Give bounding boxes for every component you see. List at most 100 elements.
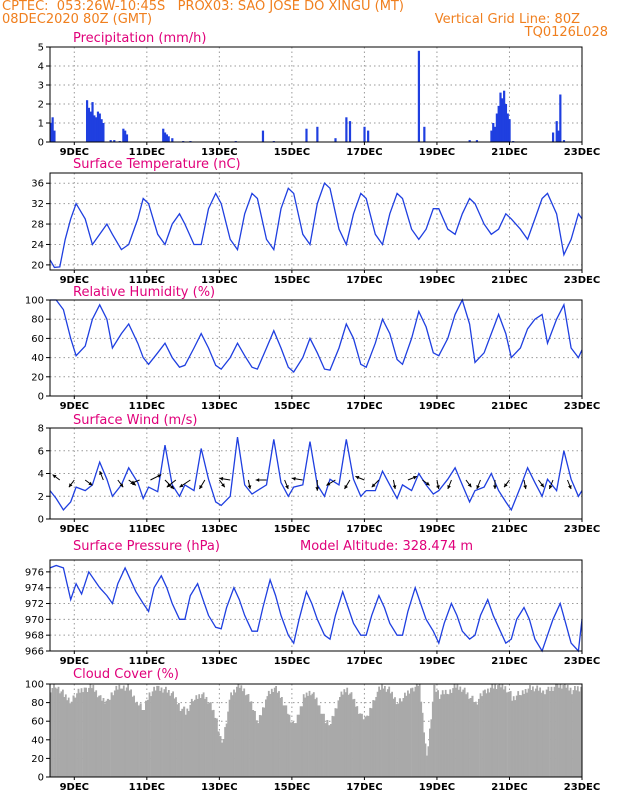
cloud-bar xyxy=(273,687,276,777)
precip-bar xyxy=(367,130,370,142)
cloud-bar xyxy=(334,708,337,777)
cloud-bar xyxy=(189,704,192,777)
cloud-bar xyxy=(258,715,261,777)
cloud-bar xyxy=(95,690,98,777)
x-tick-label: 9DEC xyxy=(60,524,89,535)
cloud-bar xyxy=(488,692,491,777)
wind-arrowhead xyxy=(292,476,296,481)
panel-frame xyxy=(49,46,583,143)
panel-title: Precipitation (mm/h) xyxy=(73,31,206,46)
x-tick-label: 9DEC xyxy=(60,147,89,158)
precip-bar xyxy=(53,130,56,142)
cloud-bar xyxy=(163,689,166,777)
cloud-bar xyxy=(318,705,321,777)
cloud-bar xyxy=(315,697,318,777)
cloud-bar xyxy=(128,690,131,777)
cloud-bar xyxy=(60,691,63,777)
cloud-bar xyxy=(565,687,568,777)
cloud-bar xyxy=(372,700,375,777)
cloud-bar xyxy=(141,710,144,777)
cloud-bar xyxy=(391,691,393,777)
x-tick-label: 21DEC xyxy=(491,275,527,286)
header-model-id: TQ0126L028 xyxy=(524,25,608,40)
cloud-bar xyxy=(452,688,454,777)
cloud-bar xyxy=(420,701,423,777)
cloud-bar xyxy=(362,719,365,777)
wind-arrowhead xyxy=(568,485,572,489)
wind-arrowhead xyxy=(476,485,480,489)
cloud-bar xyxy=(433,684,436,777)
cloud-bar xyxy=(106,698,109,777)
cloud-bar xyxy=(495,689,498,777)
cloud-bar xyxy=(455,687,457,777)
cloud-bar xyxy=(356,706,359,777)
cloud-bar xyxy=(471,695,474,777)
cloud-bar xyxy=(82,692,84,777)
cloud-bar xyxy=(67,697,70,777)
wind-arrowhead xyxy=(523,485,527,489)
cloud-bar xyxy=(414,686,417,777)
y-tick-label: 40 xyxy=(31,735,44,746)
cloud-bar xyxy=(308,690,311,777)
cloud-bar xyxy=(450,692,453,777)
cloud-bar xyxy=(278,691,280,777)
cloud-bar xyxy=(246,694,248,777)
cloud-bar xyxy=(184,714,187,777)
precip-bar xyxy=(109,140,112,142)
x-tick-label: 17DEC xyxy=(346,656,382,667)
cloud-bar xyxy=(355,706,357,777)
wind-arrowhead xyxy=(413,475,417,480)
series-line xyxy=(49,182,583,269)
cloud-bar xyxy=(51,688,54,777)
precip-bar xyxy=(95,117,98,142)
cloud-bar xyxy=(384,686,386,777)
cloud-bar xyxy=(431,701,434,777)
cloud-bar xyxy=(536,685,539,777)
cloud-bar xyxy=(469,698,472,777)
y-tick-label: 4 xyxy=(38,62,44,73)
cloud-bar xyxy=(349,693,351,777)
cloud-bar xyxy=(524,689,527,777)
cloud-bar xyxy=(131,696,134,777)
cloud-bar xyxy=(533,691,536,777)
y-tick-label: 28 xyxy=(31,220,44,231)
cloud-bar xyxy=(255,720,258,777)
cloud-bar xyxy=(482,690,485,777)
cloud-bar xyxy=(559,684,562,777)
cloud-bar xyxy=(398,698,401,777)
cloud-bar xyxy=(215,718,218,777)
precip-bar xyxy=(559,94,562,142)
cloud-bar xyxy=(219,736,222,777)
cloud-bar xyxy=(194,699,196,777)
cloud-bar xyxy=(143,710,146,777)
cloud-bar xyxy=(59,693,61,777)
cloud-bar xyxy=(181,708,184,777)
cloud-bar xyxy=(282,705,285,777)
cloud-bar xyxy=(441,690,444,777)
precip-bar xyxy=(122,128,125,142)
cloud-bar xyxy=(339,697,341,777)
header-grid-note: Vertical Grid Line: 80Z xyxy=(434,12,580,27)
cloud-bar xyxy=(179,711,182,777)
precip-bar xyxy=(89,111,92,142)
x-tick-label: 19DEC xyxy=(419,524,455,535)
y-tick-label: 1 xyxy=(38,119,44,130)
precip-bar xyxy=(163,132,167,142)
cloud-bar xyxy=(224,727,226,777)
precip-bar xyxy=(562,140,566,142)
cloud-bar xyxy=(266,696,269,777)
x-tick-label: 15DEC xyxy=(274,524,310,535)
cloud-bar xyxy=(247,694,250,777)
cloud-bar xyxy=(500,687,502,777)
cloud-bar xyxy=(505,692,508,777)
cloud-bar xyxy=(321,713,324,777)
y-tick-label: 0 xyxy=(38,392,44,403)
cloud-bar xyxy=(134,702,137,777)
cloud-bar xyxy=(116,689,119,777)
cloud-bar xyxy=(481,696,483,777)
precip-bar xyxy=(492,123,495,142)
wind-arrowhead xyxy=(170,485,174,489)
precip-bar xyxy=(363,126,366,142)
cloud-bar xyxy=(170,693,173,777)
panel-2: 0 20 40 60 80 100 9DEC 11DEC 13DEC 15DEC 17DEC 19DE… xyxy=(25,285,600,412)
